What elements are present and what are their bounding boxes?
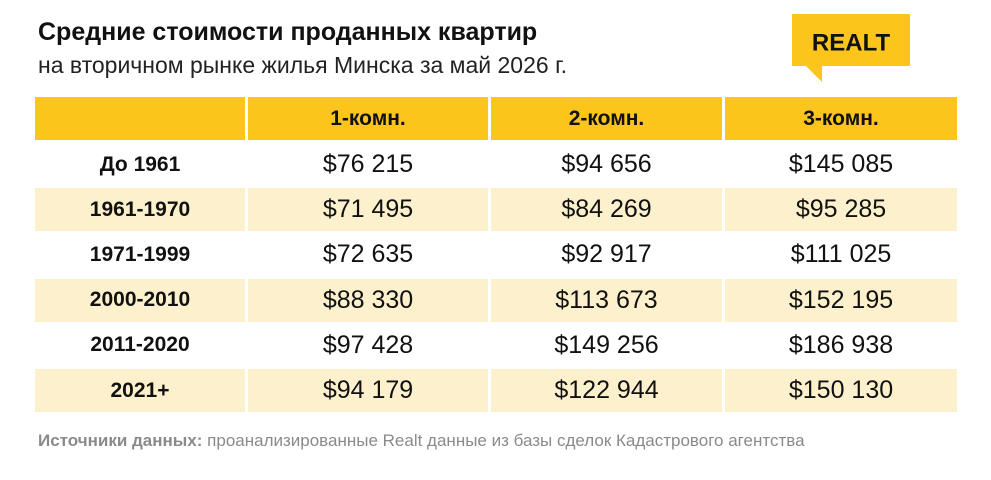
table-cell: $122 944 <box>491 369 722 412</box>
footer: Источники данных: проанализированные Rea… <box>38 431 805 451</box>
table-cell: $145 085 <box>788 150 894 178</box>
row-label: 2000-2010 <box>35 278 245 322</box>
table-cell: $152 195 <box>725 278 957 322</box>
table-cell: $113 673 <box>491 278 722 322</box>
table-cell: $95 285 <box>725 188 957 232</box>
table-cell: $71 495 <box>248 188 488 232</box>
logo-text: REALT <box>812 29 891 56</box>
header-cell <box>35 97 245 140</box>
title: Средние стоимости проданных квартир <box>38 18 538 46</box>
subtitle: на вторичном рынке жилья Минска за май 2… <box>38 52 568 78</box>
row-label: 2021+ <box>35 369 245 412</box>
column-header: 3-комн. <box>725 97 957 140</box>
table-cell: $92 917 <box>561 240 652 269</box>
row-label: До 1961 <box>99 152 181 176</box>
table-cell: $88 330 <box>248 278 488 322</box>
table-cell: $72 635 <box>322 240 414 269</box>
table-cell: $111 025 <box>790 240 892 269</box>
table-cell: $76 215 <box>322 150 414 178</box>
table-cell: $94 179 <box>248 369 488 412</box>
table-cell: $186 938 <box>788 330 894 359</box>
table-cell: $150 130 <box>725 369 957 412</box>
row-label: 1971-1999 <box>89 242 191 266</box>
table-cell: $84 269 <box>491 188 722 232</box>
table-cell: $94 656 <box>561 150 652 178</box>
footer-label: Источники данных: <box>38 431 203 450</box>
table-cell: $97 428 <box>322 330 414 359</box>
row-label: 1961-1970 <box>35 188 245 232</box>
column-header: 2-комн. <box>491 97 722 140</box>
row-label: 2011-2020 <box>90 333 190 357</box>
logo: REALT <box>792 14 910 82</box>
logo-shape <box>792 14 910 82</box>
table-cell: $149 256 <box>554 330 659 359</box>
footer-text: проанализированные Realt данные из базы … <box>207 431 805 450</box>
column-header: 1-комн. <box>248 97 488 140</box>
